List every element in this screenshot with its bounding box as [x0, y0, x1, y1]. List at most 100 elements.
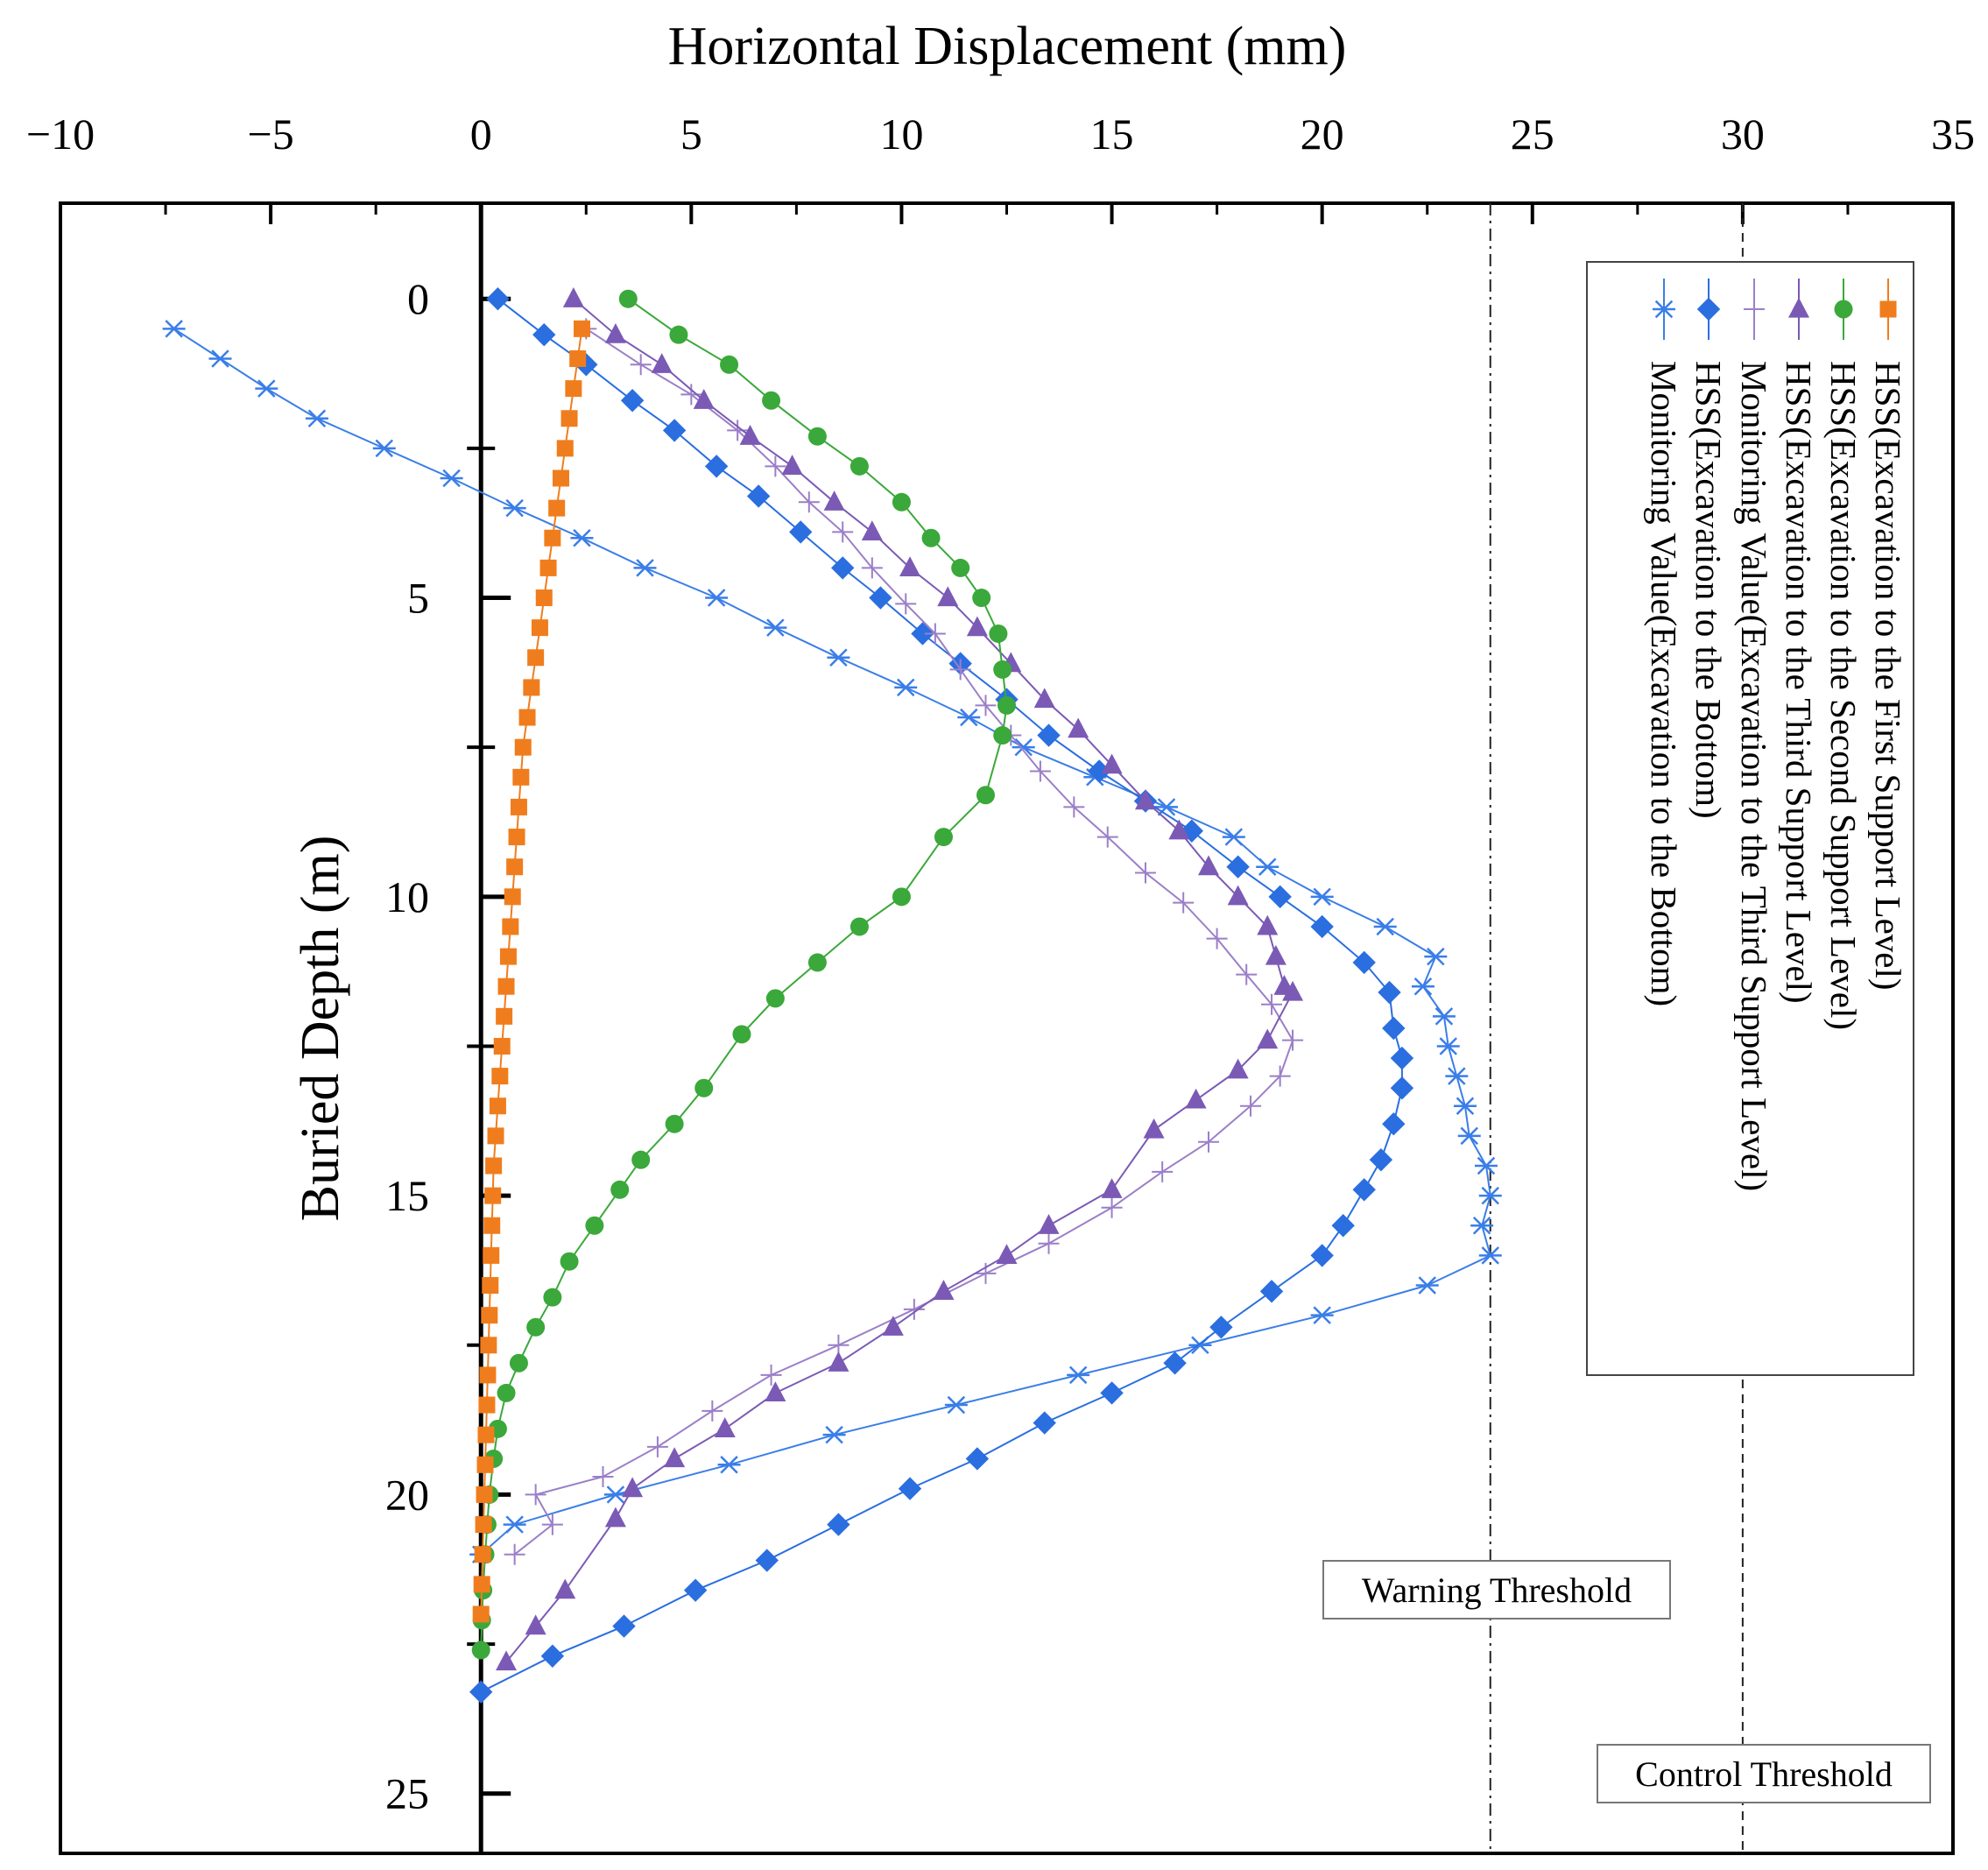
data-point — [1087, 759, 1111, 783]
legend-entry: Monitoring Value(Excavation to the Third… — [1734, 279, 1774, 1191]
data-point — [1390, 1076, 1414, 1100]
data-point — [1310, 1244, 1334, 1267]
series — [469, 287, 1414, 1704]
data-point — [208, 349, 232, 368]
data-point — [1369, 1147, 1393, 1172]
x-tick-label: 35 — [1931, 109, 1975, 159]
data-point — [523, 679, 540, 696]
data-point — [1067, 1365, 1090, 1385]
data-point — [1154, 798, 1178, 816]
data-point — [1163, 1351, 1187, 1375]
data-point — [1134, 789, 1156, 810]
data-point — [869, 586, 892, 610]
data-point — [630, 354, 652, 376]
data-point — [1415, 1276, 1439, 1295]
data-point — [755, 1549, 779, 1572]
data-point — [483, 1217, 501, 1234]
data-point — [539, 559, 557, 576]
data-point — [525, 1614, 546, 1635]
data-point — [483, 1246, 500, 1264]
data-point — [531, 619, 548, 637]
data-point — [1879, 300, 1897, 318]
legend-entry: HSS(Excavation to the First Support Leve… — [1868, 279, 1908, 991]
data-point — [1382, 1016, 1406, 1041]
data-point — [1378, 980, 1401, 1005]
data-point — [560, 1252, 579, 1271]
threshold-label-box — [1597, 1744, 1931, 1803]
data-point — [996, 1244, 1018, 1264]
data-point — [827, 648, 850, 667]
data-point — [1474, 1156, 1498, 1175]
data-point — [372, 439, 396, 458]
data-point — [1029, 760, 1051, 782]
y-axis-title: Buried Depth (m) — [291, 836, 350, 1222]
data-point — [1206, 928, 1228, 949]
data-point — [765, 989, 785, 1008]
data-point — [502, 918, 519, 935]
data-point — [573, 320, 590, 337]
data-point — [585, 1216, 604, 1235]
data-point — [1382, 1112, 1406, 1136]
data-point — [1411, 977, 1435, 996]
data-point — [1227, 885, 1249, 906]
data-point — [482, 1277, 499, 1295]
data-point — [861, 520, 883, 541]
data-point — [610, 1180, 630, 1199]
data-point — [651, 353, 673, 373]
data-point — [487, 1127, 504, 1145]
data-point — [1240, 1095, 1262, 1117]
data-point — [305, 409, 328, 427]
data-point — [828, 1351, 849, 1372]
x-tick-label: −10 — [26, 109, 95, 159]
data-point — [475, 1516, 492, 1534]
y-axis: 0 5 10 15 20 25 — [385, 203, 511, 1853]
data-point — [510, 798, 527, 815]
data-point — [1134, 862, 1156, 884]
data-point — [1788, 297, 1809, 318]
x-tick-label: 5 — [680, 109, 702, 159]
data-point — [727, 420, 749, 441]
data-point — [717, 1456, 741, 1474]
data-point — [1101, 1196, 1123, 1218]
data-point — [972, 589, 991, 608]
data-point — [975, 1262, 997, 1284]
data-point — [1222, 828, 1245, 846]
data-point — [1352, 1178, 1376, 1202]
data-point — [1037, 723, 1061, 747]
series-line — [513, 328, 1294, 1556]
data-point — [1478, 1246, 1502, 1265]
data-point — [823, 490, 845, 511]
data-point — [894, 678, 918, 697]
data-point — [469, 1680, 493, 1704]
data-point — [1470, 1217, 1494, 1235]
data-point — [944, 1395, 968, 1415]
data-point — [1198, 1131, 1220, 1153]
data-point — [951, 558, 970, 577]
x-axis-title: Horizontal Displacement (mm) — [668, 17, 1347, 76]
data-point — [1261, 993, 1283, 1015]
data-point — [562, 287, 584, 307]
data-point — [1424, 947, 1448, 966]
data-point — [569, 349, 587, 367]
legend-entry: Monitoring Value(Excavation to the Botto… — [1644, 279, 1684, 1006]
data-point — [518, 709, 536, 726]
legend-label: HSS(Excavation to the Third Support Leve… — [1779, 361, 1819, 1004]
data-point — [1432, 1007, 1456, 1026]
data-point — [476, 1485, 493, 1503]
data-point — [966, 616, 988, 637]
data-point — [472, 1605, 490, 1623]
data-point — [548, 499, 566, 517]
data-point — [504, 888, 521, 906]
data-point — [1038, 1232, 1060, 1254]
data-point — [525, 1484, 546, 1506]
data-point — [486, 287, 510, 311]
series — [162, 320, 1502, 1563]
data-point — [471, 1641, 490, 1660]
data-point — [849, 456, 869, 476]
legend-box — [1586, 261, 1914, 1376]
y-tick-label: 10 — [385, 872, 429, 921]
data-point — [1259, 1280, 1284, 1303]
legend-label: HSS(Excavation to the Bottom) — [1688, 361, 1729, 819]
data-point — [665, 1114, 684, 1133]
